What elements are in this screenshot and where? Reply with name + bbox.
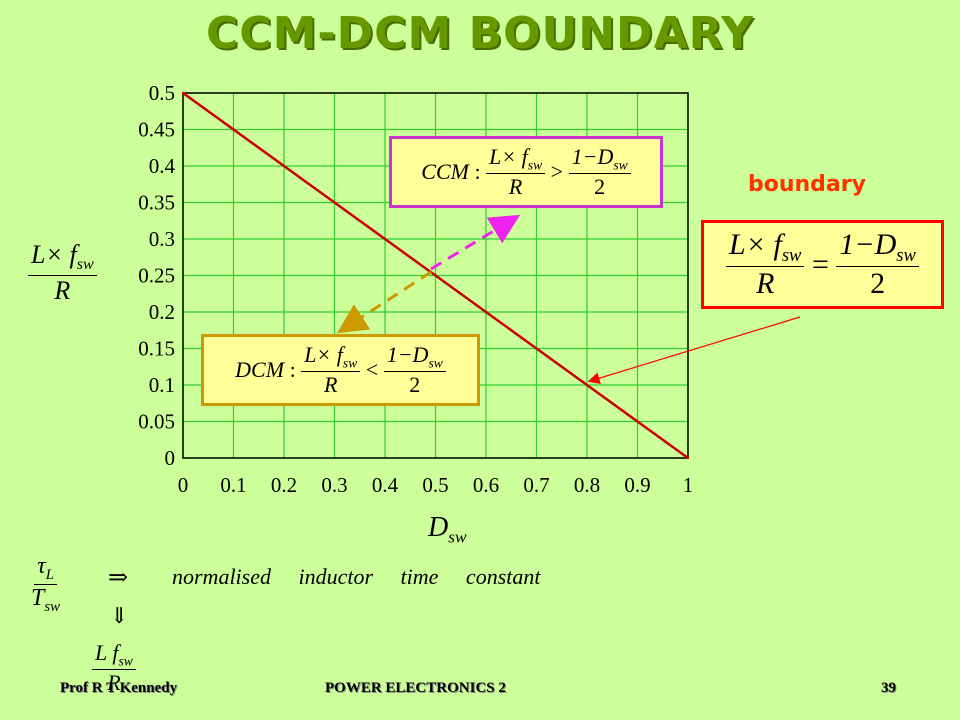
boundary-lhs-den: R (756, 266, 775, 300)
ccm-pointer-arrow (430, 214, 521, 271)
plot-frame (182, 92, 689, 459)
ccm-lhs-den: R (508, 174, 523, 200)
boundary-operator: = (811, 247, 829, 281)
boundary-lhs-fraction: L× fsw R (726, 227, 805, 302)
series-point (585, 383, 589, 387)
x-label-sub: sw (448, 527, 467, 547)
lf-sub: sw (118, 653, 133, 669)
slide-title: CCM-DCM BOUNDARY (206, 8, 754, 59)
ccm-lhs-fraction: L× fsw R (486, 144, 546, 200)
x-axis-label: Dsw (428, 512, 467, 548)
y-label-den: R (54, 275, 71, 305)
lf-num: L f (95, 640, 119, 665)
y-tick-label: 0 (165, 446, 176, 470)
y-tick-label: 0.15 (138, 337, 175, 361)
footer-course: POWER ELECTRONICS 2 (325, 680, 506, 696)
x-tick-label: 0.6 (473, 473, 499, 497)
x-tick-label: 0.4 (372, 473, 399, 497)
series-point (636, 420, 639, 423)
boundary-rhs-sub: sw (896, 244, 916, 266)
boundary-lhs-num: L× f (729, 227, 782, 261)
series-layer (181, 91, 690, 460)
series-point (535, 347, 538, 350)
dcm-lhs-sub: sw (342, 355, 358, 371)
dcm-label: DCM (235, 357, 285, 382)
x-label-main: D (428, 512, 449, 543)
dcm-rhs-den: 2 (409, 372, 421, 398)
ccm-lhs-sub: sw (527, 157, 543, 173)
y-tick-label: 0.35 (138, 191, 175, 215)
y-label-sub: sw (76, 256, 94, 274)
boundary-label: boundary (748, 172, 866, 197)
dcm-rhs-num: 1−D (386, 342, 429, 368)
boundary-rhs-num: 1−D (839, 227, 897, 261)
dcm-lhs-num: L× f (304, 342, 343, 368)
ccm-operator: > (550, 159, 564, 184)
boundary-rhs-den: 2 (870, 266, 886, 300)
series-point (484, 310, 488, 314)
series-point (383, 237, 387, 241)
tau-num-sub: L (45, 566, 54, 583)
dcm-condition-box: DCM : L× fsw R < 1−Dsw 2 (201, 334, 480, 406)
dcm-lhs-den: R (324, 372, 338, 398)
x-tick-label: 0.3 (321, 473, 347, 497)
dcm-operator: < (365, 357, 379, 382)
lf-den: R (107, 670, 121, 696)
x-tick-label: 0.5 (422, 473, 448, 497)
series-point (434, 274, 437, 277)
definition-text: normalised inductor time constant (172, 564, 541, 589)
tau-fraction: τL Tsw (28, 553, 63, 616)
x-tick-label: 0.7 (523, 473, 549, 497)
y-axis-label: L× fsw R (28, 240, 97, 306)
tau-den-sub: sw (44, 598, 61, 615)
down-arrow: ⇓ (110, 604, 129, 629)
y-tick-label: 0.1 (149, 373, 175, 397)
ccm-rhs-den: 2 (594, 174, 606, 200)
y-label-num: L× f (31, 240, 77, 269)
series-point (333, 201, 336, 204)
ccm-label: CCM (421, 159, 469, 184)
series-point (282, 164, 286, 168)
x-tick-label: 0.9 (624, 473, 650, 497)
dcm-lhs-fraction: L× fsw R (301, 342, 361, 398)
x-tick-label: 0.2 (271, 473, 297, 497)
dcm-pointer-arrow (336, 270, 432, 334)
series-point (686, 456, 690, 460)
dcm-rhs-sub: sw (428, 355, 443, 371)
footer-page-number: 39 (881, 680, 896, 696)
implies-arrow: ⇒ (108, 563, 129, 591)
boundary-rhs-fraction: 1−Dsw 2 (836, 228, 919, 302)
tau-den: T (31, 584, 45, 611)
y-tick-label: 0.45 (138, 118, 175, 142)
y-tick-label: 0.05 (138, 410, 175, 434)
ccm-lhs-num: L× f (489, 144, 528, 170)
axis-ticks: 0 0.1 0.2 0.3 0.4 0.5 0.6 0.7 0.8 0.9 1 0 0.05 0.1 0.1… (138, 81, 693, 497)
boundary-pointer-arrow (587, 316, 801, 384)
footer-author: Prof R T Kennedy (60, 680, 178, 696)
x-tick-label: 1 (683, 473, 694, 497)
dcm-rhs-fraction: 1−Dsw 2 (383, 342, 446, 398)
tau-num: τ (37, 553, 46, 579)
x-tick-label: 0 (178, 473, 189, 497)
y-tick-label: 0.5 (149, 81, 175, 105)
y-tick-label: 0.4 (149, 154, 176, 178)
boundary-equation-box: L× fsw R = 1−Dsw 2 (701, 220, 944, 309)
x-tick-label: 0.1 (220, 473, 246, 497)
y-tick-label: 0.3 (149, 227, 175, 251)
ccm-condition-box: CCM : L× fsw R > 1−Dsw 2 (389, 136, 663, 208)
series-point (181, 91, 185, 95)
lf-fraction: L fsw R (92, 640, 136, 695)
ccm-rhs-num: 1−D (571, 144, 614, 170)
ccm-rhs-sub: sw (613, 157, 628, 173)
series-point (232, 128, 235, 131)
x-tick-label: 0.8 (574, 473, 600, 497)
ccm-rhs-fraction: 1−Dsw 2 (568, 144, 631, 200)
y-tick-label: 0.25 (138, 264, 175, 288)
y-tick-label: 0.2 (149, 300, 175, 324)
boundary-lhs-sub: sw (781, 244, 802, 266)
